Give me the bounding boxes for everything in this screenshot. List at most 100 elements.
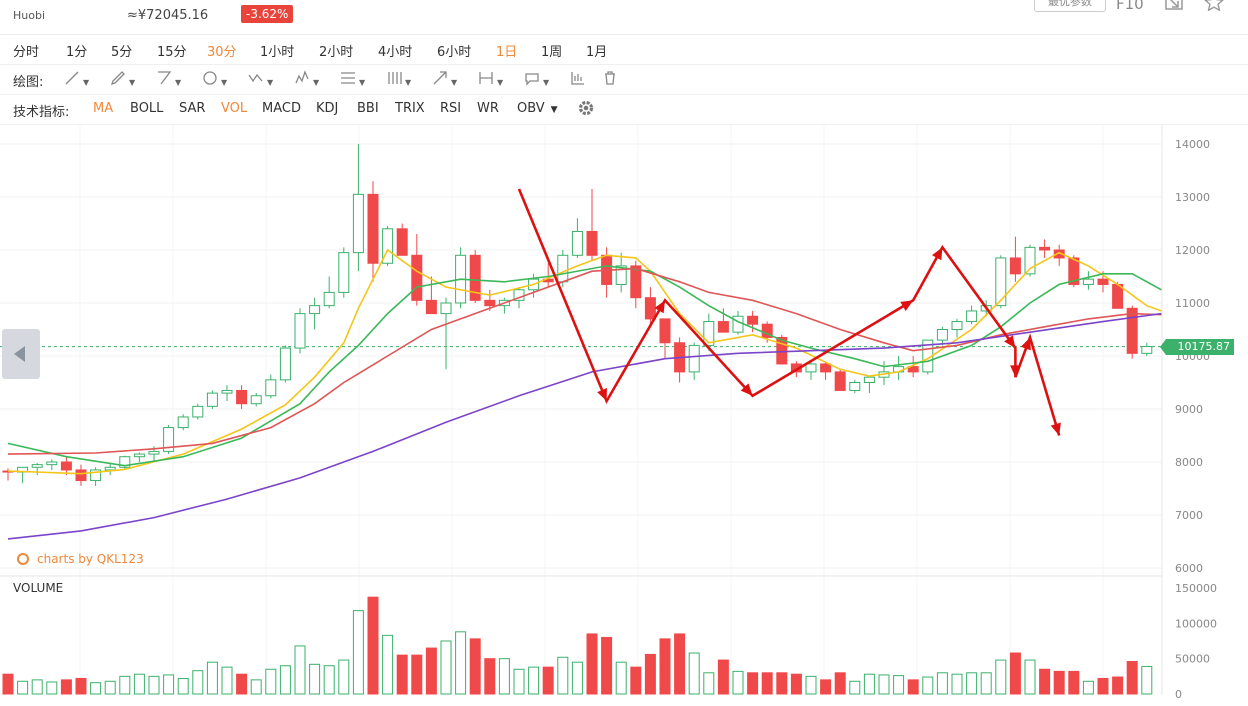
ind-rsi[interactable]: RSI (440, 101, 462, 116)
volume-bar (75, 677, 87, 695)
candle-body (820, 363, 832, 373)
circle-tool-icon[interactable]: ▼ (202, 70, 227, 88)
exchange-name: Huobi (13, 9, 46, 22)
volume-tick-label: 0 (1175, 688, 1182, 701)
ind-macd[interactable]: MACD (262, 101, 301, 116)
volume-bar (31, 679, 43, 695)
volume-bar (279, 665, 291, 695)
tf-fenshi[interactable]: 分时 (13, 45, 40, 60)
tf-6h[interactable]: 6小时 (437, 45, 472, 60)
indicator-tool-icon[interactable] (570, 70, 586, 88)
volume-bar (878, 674, 890, 695)
ind-boll[interactable]: BOLL (130, 101, 164, 116)
volume-bar (747, 672, 759, 695)
tf-4h[interactable]: 4小时 (378, 45, 413, 60)
candle-body (75, 469, 87, 482)
fib-tool-icon[interactable]: ▼ (340, 70, 365, 88)
candle-body (46, 461, 58, 466)
candle-body (469, 254, 481, 301)
volume-bar (863, 673, 875, 695)
line-tool-icon[interactable]: ▼ (64, 70, 89, 88)
ind-ma[interactable]: MA (93, 101, 114, 116)
ind-trix[interactable]: TRIX (395, 101, 425, 116)
candle-body (1068, 257, 1080, 285)
expand-icon[interactable] (1164, 0, 1184, 13)
watermark-text: charts by QKL123 (37, 552, 144, 566)
trash-icon[interactable] (602, 70, 618, 88)
tf-1w[interactable]: 1周 (541, 45, 563, 60)
scroll-left-handle[interactable] (2, 329, 40, 379)
volume-bar (411, 654, 423, 695)
candle-body (1126, 307, 1138, 354)
tf-5m[interactable]: 5分 (111, 45, 133, 60)
candle-body (294, 313, 306, 349)
volume-bar (1126, 660, 1138, 695)
tf-1d[interactable]: 1日 (496, 45, 518, 60)
volume-bar (17, 680, 29, 695)
ind-vol[interactable]: VOL (221, 101, 248, 116)
note-tool-icon[interactable]: ▼ (524, 70, 549, 88)
volume-bar (498, 658, 510, 695)
candle-body (60, 461, 72, 471)
volume-bar (382, 634, 394, 695)
volume-bar (732, 670, 744, 695)
volume-tick-label: 50000 (1175, 653, 1210, 666)
candle-body (630, 265, 642, 299)
annotation-arrowhead (900, 300, 914, 311)
volume-bar (586, 633, 598, 695)
range-tool-icon[interactable]: ▼ (478, 70, 503, 88)
candle-body (1009, 257, 1021, 275)
volume-bar (834, 672, 846, 695)
candle-body (236, 389, 248, 405)
candle-body (849, 382, 861, 391)
ind-sar[interactable]: SAR (179, 101, 206, 116)
annotation-arrowhead (1050, 422, 1061, 436)
ind-wr[interactable]: WR (477, 101, 499, 116)
candle-body (396, 228, 408, 256)
candle-body (367, 193, 379, 264)
ind-kdj[interactable]: KDJ (316, 101, 339, 116)
volume-bar (367, 596, 379, 695)
volume-bar (338, 659, 350, 695)
volume-bar (206, 661, 218, 695)
volume-bar (2, 673, 14, 695)
volume-bar (703, 672, 715, 695)
tf-30m[interactable]: 30分 (207, 45, 237, 60)
gann-tool-icon[interactable]: ▼ (386, 70, 411, 88)
candle-body (732, 315, 744, 333)
optimal-params-button[interactable]: 最优参数 (1034, 0, 1106, 12)
candlestick-chart[interactable]: 1400013000120001100010000900080007000600… (0, 125, 1248, 706)
drawing-toolbar: 绘图: ▼ ▼ ▼ ▼ ▼ ▼ ▼ ▼ ▼ ▼ ▼ (0, 64, 1248, 95)
star-icon[interactable] (1204, 0, 1224, 13)
volume-bar (1039, 668, 1051, 695)
pattern-tool-icon[interactable]: ▼ (294, 70, 319, 88)
volume-bar (309, 663, 321, 695)
price-tick-label: 9000 (1175, 403, 1203, 416)
ind-obv[interactable]: OBV ▼ (517, 101, 558, 116)
wave-tool-icon[interactable]: ▼ (248, 70, 273, 88)
tf-2h[interactable]: 2小时 (319, 45, 354, 60)
f10-button[interactable]: F10 (1116, 0, 1144, 13)
pencil-tool-icon[interactable]: ▼ (110, 70, 135, 88)
volume-bar (893, 675, 905, 695)
volume-bar (1141, 665, 1153, 695)
candle-body (192, 405, 204, 418)
volume-bar (820, 679, 832, 695)
channel-tool-icon[interactable]: ▼ (156, 70, 181, 88)
volume-bar (1097, 677, 1109, 695)
tf-1m[interactable]: 1分 (66, 45, 88, 60)
tf-15m[interactable]: 15分 (157, 45, 187, 60)
candle-body (104, 466, 116, 471)
ind-bbi[interactable]: BBI (357, 101, 379, 116)
candle-body (31, 464, 43, 468)
tf-1h[interactable]: 1小时 (260, 45, 295, 60)
candle-body (776, 336, 788, 365)
change-badge: -3.62% (241, 5, 294, 23)
annotation-arrowhead (740, 383, 753, 396)
settings-gear-icon[interactable] (577, 99, 595, 117)
candle-body (615, 265, 627, 285)
volume-bar (1112, 676, 1124, 695)
ind-obv-label: OBV (517, 101, 545, 116)
tf-1mo[interactable]: 1月 (586, 45, 608, 60)
arrow-tool-icon[interactable]: ▼ (432, 70, 457, 88)
